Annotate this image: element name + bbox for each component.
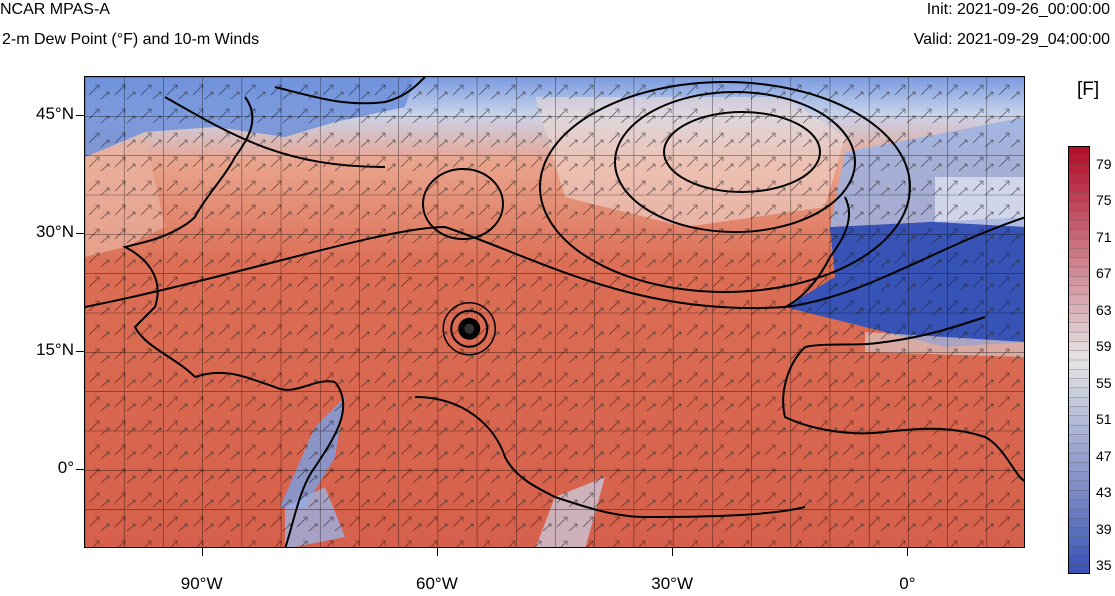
colorbar-segment [1068,294,1090,305]
graticule [85,77,1024,547]
wind-vectors [85,77,1024,547]
lon-tick-label: 30°W [651,574,693,593]
colorbar-label: 63 [1096,301,1112,318]
colorbar-segment [1068,387,1090,398]
lon-tick-label: 90°W [180,574,223,593]
colorbar-segment [1068,341,1090,352]
colorbar-segment [1068,406,1090,417]
valid-time: Valid: 2021-09-29_04:00:00 [913,31,1110,48]
colorbar-segment [1068,210,1090,222]
colorbar-segment [1068,313,1090,324]
colorbar-segment [1068,201,1090,212]
figure-title: NCAR MPAS-A [0,1,110,18]
colorbar-segment [1068,220,1090,231]
colorbar-label: 55 [1096,374,1112,391]
colorbar-segment [1068,545,1090,557]
colorbar-segment [1068,452,1090,463]
colorbar-segment [1068,378,1090,389]
colorbar-label: 59 [1096,338,1112,355]
colorbar-label: 75 [1096,192,1112,209]
colorbar-segment [1068,555,1090,566]
lon-tick-mark [907,548,909,556]
colorbar [1068,146,1090,574]
colorbar-label: 43 [1096,484,1112,501]
colorbar-segment [1068,173,1090,184]
colorbar-label: 47 [1096,447,1112,464]
colorbar-segment [1068,285,1090,296]
colorbar-segment [1068,276,1090,287]
dewpoint-map [85,77,1024,547]
colorbar-segment [1068,564,1090,574]
colorbar-segment [1068,536,1090,547]
colorbar-segment [1068,527,1090,538]
colorbar-segment [1068,229,1090,240]
lon-tick-label: 60°W [415,574,458,593]
colorbar-segment [1068,322,1090,333]
colorbar-segment [1068,350,1090,361]
lat-tick-label: 15°N [36,340,74,360]
colorbar-segment [1068,192,1090,203]
lat-tick-label: 30°N [36,222,74,242]
colorbar-segment [1068,369,1090,380]
colorbar-segment [1068,424,1090,436]
colorbar-segment [1068,462,1090,473]
colorbar-segment [1068,480,1090,491]
colorbar-segment [1068,183,1090,194]
colorbar-segment [1068,266,1090,277]
lat-tick-label: 0° [57,458,74,478]
colorbar-segment [1068,499,1090,510]
colorbar-label: 79 [1096,156,1112,172]
colorbar-segment [1068,238,1090,249]
lat-tick-mark [76,469,84,471]
colorbar-segment [1068,331,1090,343]
colorbar-label: 39 [1096,520,1112,537]
colorbar-segment [1068,434,1090,445]
lat-tick-label: 45°N [36,104,74,124]
colorbar-label: 71 [1096,228,1112,245]
lon-tick-mark [672,548,674,556]
colorbar-segment [1068,518,1090,529]
colorbar-segment [1068,443,1090,454]
init-time: Init: 2021-09-26_00:00:00 [926,1,1110,18]
colorbar-label: 35 [1096,557,1112,573]
figure-subtitle: 2-m Dew Point (°F) and 10-m Winds [2,31,260,48]
colorbar-border [1068,146,1090,574]
colorbar-segment [1068,146,1090,156]
colorbar-segment [1068,471,1090,482]
colorbar-segment [1068,248,1090,259]
colorbar-segment [1068,155,1090,166]
lat-tick-mark [76,351,84,353]
colorbar-unit: [F] [1077,79,1100,100]
colorbar-segment [1068,397,1090,408]
colorbar-segment [1068,490,1090,501]
colorbar-segment [1068,359,1090,370]
lat-tick-mark [76,115,84,117]
lon-tick-label: 0° [899,574,916,593]
colorbar-segment [1068,508,1090,519]
colorbar-segment [1068,415,1090,426]
lat-tick-mark [76,233,84,235]
colorbar-label: 51 [1096,411,1112,428]
lon-tick-mark [201,548,203,556]
colorbar-segment [1068,304,1090,315]
colorbar-segment [1068,164,1090,175]
colorbar-label: 67 [1096,265,1112,282]
colorbar-segment [1068,257,1090,268]
lon-tick-mark [436,548,438,556]
map-panel [84,76,1025,548]
